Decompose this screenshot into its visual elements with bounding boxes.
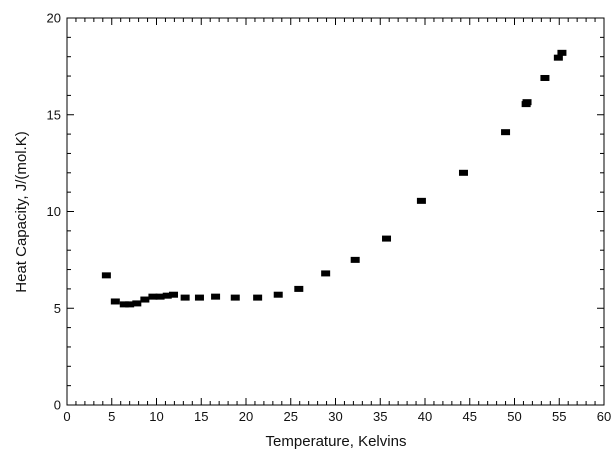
x-tick-label: 15	[194, 409, 208, 424]
x-tick-label: 0	[63, 409, 70, 424]
x-axis-label: Temperature, Kelvins	[266, 433, 407, 450]
data-point	[540, 74, 550, 81]
x-tick-label: 10	[149, 409, 163, 424]
data-point	[321, 270, 331, 277]
x-tick-label: 20	[239, 409, 253, 424]
data-point	[350, 256, 360, 263]
x-tick-label: 5	[108, 409, 115, 424]
data-points	[101, 49, 567, 308]
y-tick-label: 20	[47, 11, 61, 26]
x-tick-label: 25	[284, 409, 298, 424]
x-tick-label: 45	[463, 409, 477, 424]
data-point	[140, 296, 150, 303]
data-point	[162, 292, 172, 299]
y-tick-label: 10	[47, 204, 61, 219]
y-tick-label: 5	[54, 301, 61, 316]
axis-ticks: 0 5 10 15 20 25 30 35 40 45 50 55 60 0 5 10 15 20	[47, 11, 612, 425]
data-point	[101, 272, 111, 279]
x-tick-label: 40	[418, 409, 432, 424]
data-point	[194, 294, 204, 301]
x-tick-label: 50	[507, 409, 521, 424]
axes	[66, 17, 605, 406]
data-point	[522, 99, 532, 106]
data-point	[273, 291, 283, 298]
y-tick-label: 15	[47, 107, 61, 122]
data-point	[253, 294, 263, 301]
x-tick-label: 55	[552, 409, 566, 424]
data-point	[501, 129, 511, 136]
x-tick-label: 30	[328, 409, 342, 424]
data-point	[155, 293, 165, 300]
data-point	[110, 298, 120, 305]
data-point	[132, 300, 142, 307]
y-tick-label: 0	[54, 398, 61, 413]
data-point	[382, 235, 392, 242]
data-point	[458, 169, 468, 176]
x-tick-label: 60	[597, 409, 611, 424]
data-point	[169, 291, 179, 298]
data-point	[294, 285, 304, 292]
y-axis-label: Heat Capacity, J/(mol.K)	[13, 131, 30, 292]
plot-frame	[66, 17, 605, 406]
data-point	[180, 294, 190, 301]
data-point	[125, 301, 135, 308]
data-point	[211, 293, 221, 300]
data-point	[553, 54, 563, 61]
data-point	[557, 49, 567, 56]
data-point	[416, 197, 426, 204]
data-point	[119, 301, 129, 308]
x-tick-label: 35	[373, 409, 387, 424]
data-point	[148, 293, 158, 300]
data-point	[230, 294, 240, 301]
